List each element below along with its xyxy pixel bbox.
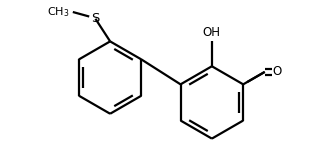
Text: S: S [91, 12, 99, 25]
Text: O: O [272, 65, 281, 78]
Text: CH$_3$: CH$_3$ [47, 5, 70, 19]
Text: OH: OH [203, 26, 221, 39]
